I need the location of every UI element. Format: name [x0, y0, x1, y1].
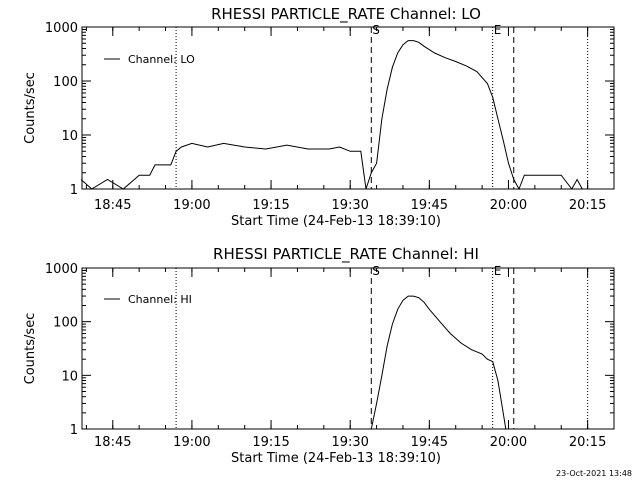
x-tick-label: 19:15 [252, 435, 289, 450]
y-tick-label: 1000 [45, 262, 78, 277]
x-axis-label: Start Time (24-Feb-13 18:39:10) [231, 451, 441, 466]
y-tick-label: 10 [61, 369, 78, 384]
plot-frame [81, 26, 615, 190]
end-marker-label: E [494, 264, 502, 278]
series-line [370, 295, 507, 430]
x-tick-label: 20:00 [490, 435, 527, 450]
y-tick-label: 10 [61, 129, 78, 144]
plot-frame [81, 267, 615, 430]
x-tick-label: 19:00 [173, 198, 210, 213]
start-marker-label: S [372, 23, 380, 37]
chart-title: RHESSI PARTICLE_RATE Channel: LO [211, 5, 481, 24]
x-axis-label: Start Time (24-Feb-13 18:39:10) [231, 214, 441, 229]
series-line [80, 40, 583, 191]
y-tick-label: 100 [53, 316, 78, 331]
y-tick-label: 1 [70, 423, 78, 438]
end-marker-label: E [494, 23, 502, 37]
y-axis-label: Counts/sec [23, 313, 38, 385]
y-axis-label: Counts/sec [23, 72, 38, 144]
x-tick-label: 19:15 [252, 198, 289, 213]
x-tick-label: 19:00 [173, 435, 210, 450]
chart-panel-2: RHESSI PARTICLE_RATE Channel: HI 1 10 100 10… [23, 245, 615, 466]
x-tick-label: 19:30 [331, 198, 368, 213]
y-tick-label: 100 [53, 75, 78, 90]
x-tick-label: 20:15 [569, 435, 606, 450]
chart-title: RHESSI PARTICLE_RATE Channel: HI [213, 245, 479, 264]
y-tick-label: 1 [70, 183, 78, 198]
x-tick-label: 18:45 [94, 435, 131, 450]
footer-timestamp: 23-Oct-2021 13:48 [556, 469, 632, 478]
start-marker-label: S [372, 264, 380, 278]
x-tick-label: 19:45 [411, 198, 448, 213]
x-tick-label: 19:30 [331, 435, 368, 450]
x-tick-label: 18:45 [94, 198, 131, 213]
legend-entry: Channel: LO [128, 53, 195, 66]
y-tick-label: 1000 [45, 21, 78, 36]
x-tick-label: 19:45 [411, 435, 448, 450]
legend-entry: Channel: HI [128, 293, 192, 306]
x-tick-label: 20:00 [490, 198, 527, 213]
x-tick-label: 20:15 [569, 198, 606, 213]
chart-panel-1: RHESSI PARTICLE_RATE Channel: LO 1 10 100 10… [23, 5, 615, 229]
